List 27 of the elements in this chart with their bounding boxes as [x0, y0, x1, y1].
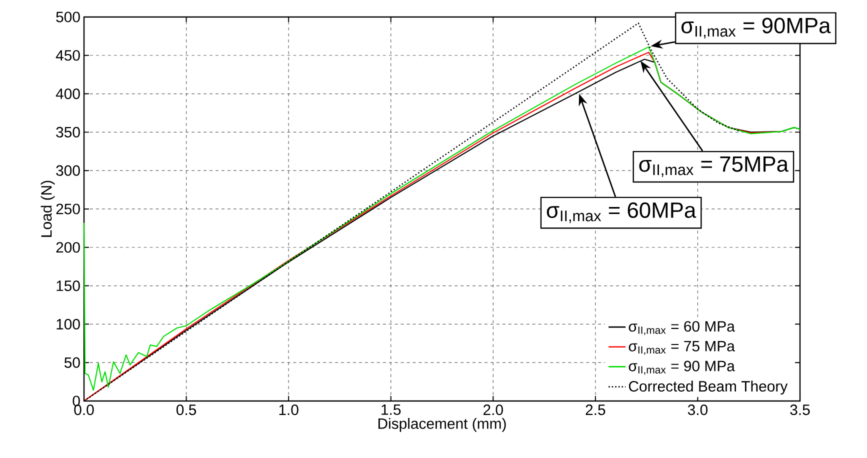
y-tick-label: 500	[56, 12, 80, 22]
x-tick-label: 0.0	[74, 404, 94, 416]
legend-label: σ$_{II,max}$ = 90 MPa	[628, 360, 735, 375]
y-tick-label: 350	[56, 126, 80, 138]
legend-label: σ$_{II,max}$ = 75 MPa	[628, 340, 735, 355]
y-tick-label: 200	[56, 242, 80, 253]
x-tick-label: 0.5	[176, 404, 196, 416]
x-tick-label: 1.0	[279, 404, 298, 416]
y-tick-label: 50	[64, 357, 80, 368]
annotation: σ$_{II,max}$ = 90MPa	[681, 18, 831, 39]
y-tick-label: 450	[56, 50, 80, 61]
y-tick-label: 300	[56, 165, 80, 176]
x-tick-label: 1.5	[382, 404, 401, 415]
legend-label: σ$_{II,max}$ = 60 MPa	[628, 321, 735, 336]
x-tick-label: 2.0	[484, 404, 503, 416]
y-axis-title: Load (N)	[40, 180, 55, 237]
y-tick-label: 250	[56, 204, 80, 214]
y-tick-label: 100	[56, 318, 80, 330]
x-tick-label: 2.5	[586, 404, 606, 416]
x-tick-label: 3.5	[790, 404, 810, 416]
annotation: σ$_{II,max}$ = 60MPa	[546, 202, 696, 224]
y-tick-label: 400	[56, 88, 80, 100]
annotation: σ$_{II,max}$ = 75MPa	[639, 156, 789, 178]
x-tick-label: 3.0	[688, 404, 708, 416]
x-axis-title: Displacement (mm)	[378, 418, 506, 432]
y-tick-label: 150	[56, 280, 80, 292]
legend-label: Corrected Beam Theory	[628, 380, 788, 395]
